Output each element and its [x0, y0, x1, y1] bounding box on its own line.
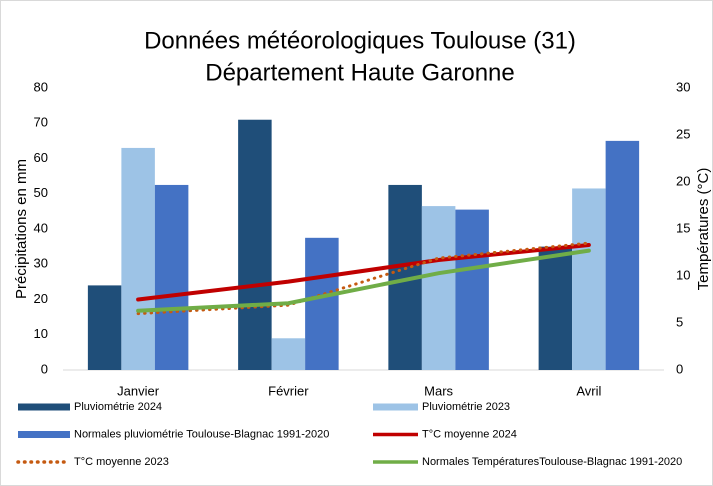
- legend-label: Pluviométrie 2023: [422, 401, 510, 413]
- bar: [238, 119, 272, 370]
- y2-tick-label: 20: [676, 173, 690, 188]
- y-tick-label: 20: [34, 291, 48, 306]
- legend-label: Normales TempératuresToulouse-Blagnac 19…: [422, 456, 682, 468]
- bar: [455, 209, 489, 370]
- bar: [271, 338, 306, 370]
- y-tick-label: 50: [34, 185, 48, 200]
- y-tick-label: 30: [34, 256, 48, 271]
- y-tick-label: 40: [34, 220, 48, 235]
- line-series: [136, 248, 591, 313]
- bar: [87, 285, 122, 370]
- x-tick-label: Avril: [576, 383, 601, 398]
- x-tick-label: Janvier: [117, 383, 160, 398]
- line-series: [136, 241, 591, 316]
- y2-tick-label: 25: [676, 126, 690, 141]
- bar: [572, 188, 606, 370]
- legend-label: Normales pluviométrie Toulouse-Blagnac 1…: [74, 428, 329, 440]
- y-tick-label: 60: [34, 150, 48, 165]
- x-tick-label: Février: [268, 383, 309, 398]
- y2-tick-label: 5: [676, 314, 683, 329]
- y2-tick-label: 15: [676, 220, 690, 235]
- bar: [154, 184, 189, 370]
- y-tick-label: 10: [34, 326, 48, 341]
- y2-tick-label: 0: [676, 361, 683, 376]
- bar: [605, 140, 640, 370]
- x-tick-label: Mars: [424, 383, 453, 398]
- legend-label: T°C moyenne 2023: [74, 456, 169, 468]
- bar: [421, 206, 456, 370]
- y-tick-label: 70: [34, 115, 48, 130]
- line-series: [136, 242, 591, 302]
- y-tick-label: 80: [34, 79, 48, 94]
- bar: [121, 147, 155, 370]
- bar: [538, 246, 573, 370]
- y-tick-label: 0: [41, 361, 48, 376]
- y2-tick-label: 30: [676, 79, 690, 94]
- bar: [305, 237, 339, 370]
- y2-tick-label: 10: [676, 267, 690, 282]
- legend-label: T°C moyenne 2024: [422, 428, 517, 440]
- legend-label: Pluviométrie 2024: [74, 401, 162, 413]
- y2-axis-label: Températures (°C): [695, 168, 712, 291]
- chart-title: Données météorologiques Toulouse (31): [144, 27, 576, 54]
- y-axis-label: Précipitations en mm: [13, 159, 30, 299]
- chart-subtitle: Département Haute Garonne: [205, 59, 515, 86]
